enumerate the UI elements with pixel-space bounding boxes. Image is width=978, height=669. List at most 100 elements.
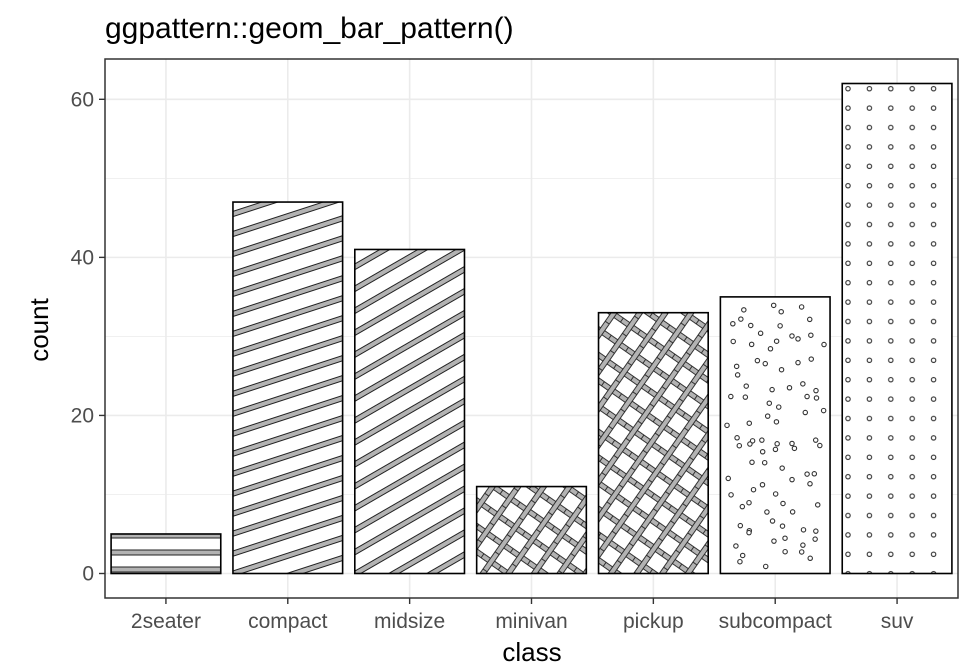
pattern-dot (778, 308, 784, 315)
chart-title: ggpattern::geom_bar_pattern() (105, 12, 514, 45)
pattern-dot (808, 356, 815, 362)
pattern-dot (814, 502, 821, 508)
pattern-dot (817, 442, 823, 449)
pattern-dot (798, 304, 805, 310)
pattern-dot (764, 509, 770, 515)
bar-fill (842, 83, 952, 574)
pattern-dot (746, 529, 752, 536)
pattern-dot (737, 522, 744, 529)
bar-fill (111, 533, 221, 574)
pattern-dot (804, 393, 810, 400)
pattern-dot (813, 387, 819, 394)
pattern-dot (813, 395, 820, 401)
pattern-dot (808, 332, 814, 338)
pattern-dot (730, 320, 736, 327)
pattern-dot (795, 336, 801, 342)
bar-fill (232, 202, 343, 574)
x-tick-label: pickup (623, 610, 684, 633)
pattern-dot (769, 386, 775, 393)
pattern-dot (789, 440, 795, 447)
bar-outline (841, 82, 953, 575)
pattern-dot (762, 360, 769, 367)
bar-outline (232, 201, 344, 575)
pattern-dot (800, 527, 807, 533)
pattern-dot (734, 372, 741, 378)
pattern-dot (772, 491, 779, 497)
pattern-dot (795, 359, 801, 366)
x-axis-ticks: 2seater compact midsize minivan pickup subcom… (131, 598, 914, 633)
pattern-dot (733, 543, 739, 549)
bar-suv (841, 82, 953, 575)
pattern-dot (778, 366, 785, 373)
pattern-dot (820, 407, 827, 414)
bar-outline (475, 485, 588, 575)
pattern-dot (741, 307, 747, 313)
y-axis-title: count (24, 297, 54, 361)
pattern-dot (769, 518, 776, 524)
pattern-dot (746, 420, 753, 426)
pattern-dot (762, 563, 769, 570)
pattern-dot (813, 528, 819, 534)
x-tick-label: minivan (495, 610, 567, 633)
bar-fill (476, 486, 587, 574)
x-tick-label: 2seater (131, 610, 201, 633)
pattern-dot (802, 409, 809, 416)
pattern-dot (736, 442, 743, 449)
pattern-dot (754, 357, 761, 364)
pattern-dot (764, 413, 771, 419)
pattern-dot (821, 341, 827, 348)
y-tick-label: 60 (71, 88, 94, 111)
pattern-dot (780, 500, 786, 507)
pattern-dot (807, 481, 813, 487)
pattern-dot (812, 536, 818, 542)
bar-subcompact (719, 296, 831, 575)
pattern-dot (775, 404, 782, 410)
bars (110, 82, 953, 575)
y-tick-label: 40 (71, 246, 94, 269)
bar-pickup (597, 311, 709, 575)
pattern-dot (742, 394, 749, 400)
x-tick-label: suv (881, 610, 914, 633)
bar-minivan (475, 485, 588, 575)
bar-outline (354, 248, 466, 575)
pattern-dot (777, 323, 783, 329)
pattern-dot (746, 499, 752, 506)
pattern-dot (750, 486, 757, 493)
pattern-dot (739, 503, 746, 510)
x-tick-label: compact (248, 610, 328, 633)
pattern-dot (773, 419, 780, 425)
y-tick-label: 20 (71, 404, 94, 427)
bar-fill (598, 312, 709, 574)
pattern-dot (772, 446, 779, 453)
pattern-dot (782, 535, 788, 541)
pattern-dot (789, 476, 795, 483)
pattern-dot (761, 459, 768, 466)
pattern-dot (774, 441, 780, 447)
pattern-dot (747, 441, 753, 447)
pattern-dot (779, 523, 786, 529)
pattern-dot (733, 363, 740, 370)
pattern-dot (743, 383, 749, 389)
pattern-dot (749, 459, 755, 466)
pattern-dot (789, 333, 795, 339)
pattern-dot (782, 548, 788, 555)
pattern-dot (812, 437, 819, 443)
pattern-dot (766, 400, 773, 406)
pattern-dot (807, 555, 813, 562)
pattern-dot (737, 558, 743, 565)
pattern-dot (728, 393, 734, 400)
bar-outline (110, 533, 222, 575)
pattern-dot (800, 381, 806, 387)
pattern-dot (767, 346, 774, 352)
bar-compact (232, 201, 344, 575)
x-axis-title: class (502, 637, 561, 667)
pattern-dot (748, 341, 755, 348)
x-tick-label: subcompact (719, 610, 832, 633)
pattern-dot (730, 338, 736, 345)
pattern-dot (806, 316, 813, 323)
pattern-dot (759, 448, 766, 455)
pattern-dot (771, 538, 777, 544)
x-tick-label: midsize (374, 610, 445, 633)
bar-outline (719, 296, 831, 575)
